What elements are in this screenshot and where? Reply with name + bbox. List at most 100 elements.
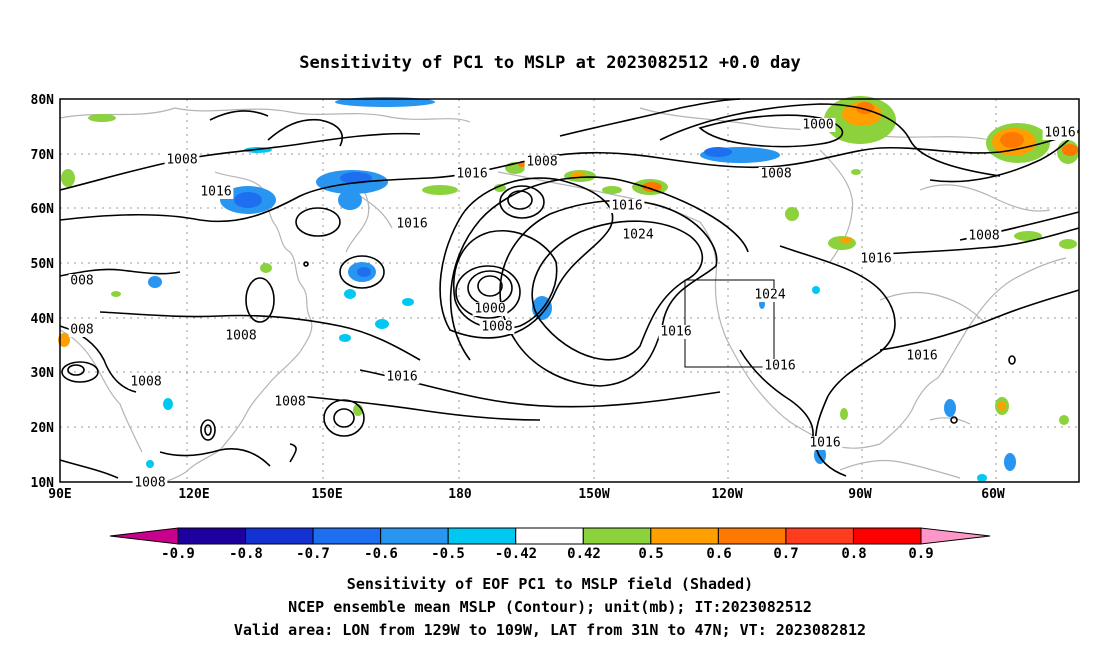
contour-label: 1016 bbox=[456, 167, 487, 182]
lat-label: 20N bbox=[31, 421, 55, 436]
positive-patch bbox=[840, 237, 852, 243]
lon-label: 180 bbox=[448, 487, 472, 502]
positive-patch bbox=[785, 207, 799, 221]
contour-label-background bbox=[454, 167, 490, 181]
map-frame bbox=[59, 98, 1080, 483]
contour-label-background bbox=[128, 375, 164, 389]
positive-patch bbox=[602, 186, 622, 194]
contour-label: 1016 bbox=[396, 217, 427, 232]
colorbar-tick-label: 0.8 bbox=[841, 546, 866, 562]
contour-label: 1016 bbox=[906, 349, 937, 364]
caption-line: Sensitivity of EOF PC1 to MSLP field (Sh… bbox=[347, 575, 753, 593]
contour-label: 1016 bbox=[860, 252, 891, 267]
negative-patch bbox=[146, 460, 154, 468]
lat-label: 80N bbox=[31, 93, 55, 108]
negative-patch bbox=[234, 192, 262, 208]
contour-label-background bbox=[132, 476, 168, 490]
contour-label-background bbox=[620, 228, 656, 242]
positive-patch bbox=[88, 114, 116, 122]
lon-label: 120E bbox=[178, 487, 209, 502]
contour-label-background bbox=[858, 252, 894, 266]
lat-label: 50N bbox=[31, 257, 55, 272]
colorbar-bin bbox=[717, 527, 787, 545]
contour-label: 1008 bbox=[166, 153, 197, 168]
contour-label: 1016 bbox=[200, 185, 231, 200]
captions: Sensitivity of EOF PC1 to MSLP field (Sh… bbox=[234, 575, 866, 639]
contour-label-background bbox=[384, 370, 420, 384]
contour-label-background bbox=[394, 217, 430, 231]
contour-label-background bbox=[223, 329, 259, 343]
map-panel: 1008 1016 1016 1008 1000 1008 1016 1016 1016 1024… bbox=[31, 93, 1080, 502]
negative-patch bbox=[344, 289, 356, 299]
colorbar-tick-label: 0.42 bbox=[567, 546, 601, 562]
contour-label-background bbox=[524, 155, 560, 169]
contour-label: 1016 bbox=[764, 359, 795, 374]
colorbar: -0.9 -0.8 -0.7 -0.6 -0.5 -0.42 0.42 0.5 … bbox=[109, 527, 991, 562]
contour-label: 1024 bbox=[754, 288, 785, 303]
lat-label: 60N bbox=[31, 202, 55, 217]
contour-label: 008 bbox=[70, 274, 93, 289]
contour-label-background bbox=[609, 199, 645, 213]
axis-labels: 80N 70N 60N 50N 40N 30N 20N 10N 90E 120E… bbox=[31, 93, 1005, 502]
lon-label: 150E bbox=[311, 487, 342, 502]
contour-label-background bbox=[68, 274, 96, 288]
colorbar-bins bbox=[177, 527, 922, 545]
lat-label: 10N bbox=[31, 476, 55, 491]
positive-patch bbox=[1059, 239, 1077, 249]
contour-label: 1008 bbox=[274, 395, 305, 410]
negative-patch bbox=[357, 267, 371, 277]
lon-label: 90W bbox=[848, 487, 872, 502]
figure-title: Sensitivity of PC1 to MSLP at 2023082512… bbox=[299, 53, 801, 73]
lat-label: 70N bbox=[31, 148, 55, 163]
contour-label: 1016 bbox=[386, 370, 417, 385]
contour-label: 1016 bbox=[809, 436, 840, 451]
colorbar-bin bbox=[785, 527, 854, 545]
colorbar-tick-label: 0.6 bbox=[706, 546, 731, 562]
positive-patch bbox=[1062, 144, 1078, 156]
colorbar-tick-label: 0.5 bbox=[638, 546, 663, 562]
positive-patch bbox=[1059, 415, 1069, 425]
contour-label-background bbox=[762, 359, 798, 373]
negative-patch bbox=[339, 334, 351, 342]
lon-label: 60W bbox=[981, 487, 1005, 502]
colorbar-tick-label: -0.7 bbox=[296, 546, 330, 562]
negative-patch bbox=[1004, 453, 1016, 471]
contour-label-background bbox=[807, 436, 843, 450]
contour-label-background bbox=[1042, 126, 1078, 140]
positive-patch bbox=[111, 291, 121, 297]
contour-label: 1008 bbox=[225, 329, 256, 344]
colorbar-tick-label: -0.5 bbox=[431, 546, 465, 562]
contour-label: 1016 bbox=[1044, 126, 1075, 141]
contour-label: 1008 bbox=[968, 229, 999, 244]
colorbar-max-arrow bbox=[920, 527, 991, 545]
contour-label: 1000 bbox=[474, 302, 505, 317]
contour-label: 1008 bbox=[760, 167, 791, 182]
valid-area-box bbox=[684, 279, 775, 368]
contour-label: 1008 bbox=[134, 476, 165, 491]
colorbar-bin bbox=[515, 527, 584, 545]
contour-label-background bbox=[966, 229, 1002, 243]
negative-patch bbox=[338, 190, 362, 210]
contour-label-background bbox=[758, 167, 794, 181]
contour-labels: 1008 1016 1016 1008 1000 1008 1016 1016 1016 1024… bbox=[68, 118, 1078, 491]
lat-label: 40N bbox=[31, 312, 55, 327]
negative-patch bbox=[977, 474, 987, 482]
contour-label: 008 bbox=[70, 323, 93, 338]
negative-patch bbox=[944, 399, 956, 417]
positive-patch bbox=[840, 408, 848, 420]
positive-patch bbox=[494, 184, 506, 192]
colorbar-bin bbox=[582, 527, 652, 545]
contour-label-background bbox=[479, 320, 515, 334]
negative-patch bbox=[402, 298, 414, 306]
negative-patch bbox=[340, 172, 372, 184]
contour-label-background bbox=[800, 118, 836, 132]
negative-patch bbox=[704, 147, 732, 157]
positive-patch bbox=[851, 169, 861, 175]
positive-patch bbox=[642, 182, 662, 192]
colorbar-tick-label: -0.6 bbox=[364, 546, 398, 562]
colorbar-bin bbox=[447, 527, 517, 545]
contour-label-background bbox=[68, 323, 96, 337]
positive-patch bbox=[998, 401, 1006, 411]
negative-patch bbox=[163, 398, 173, 410]
